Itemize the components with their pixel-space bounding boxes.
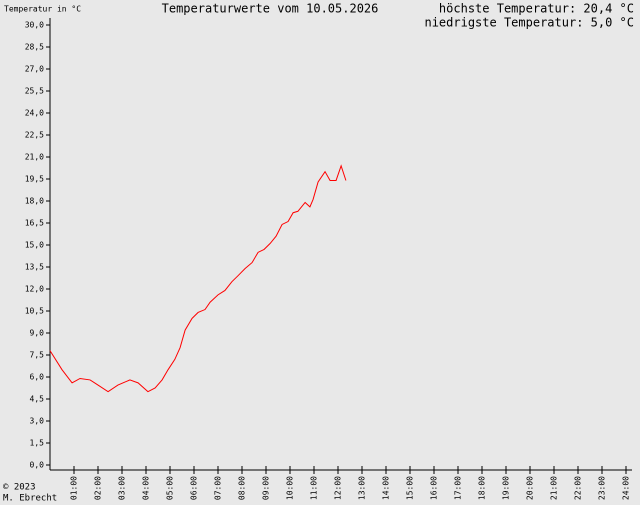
x-tick-label: 09:00 xyxy=(262,476,271,500)
min-annotation: niedrigste Temperatur: 5,0 °C xyxy=(424,16,634,30)
max-annotation: höchste Temperatur: 20,4 °C xyxy=(439,2,634,16)
x-tick-label: 20:00 xyxy=(526,476,535,500)
x-tick-label: 21:00 xyxy=(550,476,559,500)
y-tick-label: 27,0 xyxy=(25,65,44,74)
y-tick-label: 3,0 xyxy=(30,417,45,426)
y-tick-label: 22,5 xyxy=(25,131,44,140)
y-tick-label: 28,5 xyxy=(25,43,44,52)
y-tick-label: 4,5 xyxy=(30,395,45,404)
x-tick-label: 22:00 xyxy=(574,476,583,500)
y-tick-label: 13,5 xyxy=(25,263,44,272)
x-tick-label: 23:00 xyxy=(598,476,607,500)
temperature-line xyxy=(49,164,347,393)
y-tick-label: 1,5 xyxy=(30,439,45,448)
x-tick-label: 10:00 xyxy=(286,476,295,500)
x-tick-label: 01:00 xyxy=(70,476,79,500)
y-tick-label: 7,5 xyxy=(30,351,45,360)
x-tick-label: 12:00 xyxy=(334,476,343,500)
x-tick-label: 18:00 xyxy=(478,476,487,500)
x-tick-label: 05:00 xyxy=(166,476,175,500)
y-tick-label: 0,0 xyxy=(30,461,45,470)
x-tick-label: 17:00 xyxy=(454,476,463,500)
y-tick-label: 12,0 xyxy=(25,285,44,294)
y-tick-label: 16,5 xyxy=(25,219,44,228)
y-tick-label: 30,0 xyxy=(25,21,44,30)
x-tick-label: 02:00 xyxy=(94,476,103,500)
x-tick-label: 14:00 xyxy=(382,476,391,500)
y-tick-label: 6,0 xyxy=(30,373,45,382)
y-tick-label: 25,5 xyxy=(25,87,44,96)
x-tick-label: 16:00 xyxy=(430,476,439,500)
y-tick-label: 10,5 xyxy=(25,307,44,316)
x-tick-label: 04:00 xyxy=(142,476,151,500)
y-tick-label: 19,5 xyxy=(25,175,44,184)
y-tick-label: 15,0 xyxy=(25,241,44,250)
x-tick-label: 13:00 xyxy=(358,476,367,500)
x-tick-label: 15:00 xyxy=(406,476,415,500)
y-tick-label: 21,0 xyxy=(25,153,44,162)
author: M. Ebrecht xyxy=(3,494,57,504)
x-tick-label: 08:00 xyxy=(238,476,247,500)
copyright: © 2023 xyxy=(3,483,36,493)
y-tick-label: 24,0 xyxy=(25,109,44,118)
x-tick-label: 11:00 xyxy=(310,476,319,500)
x-tick-label: 19:00 xyxy=(502,476,511,500)
y-tick-label: 9,0 xyxy=(30,329,45,338)
x-tick-label: 06:00 xyxy=(190,476,199,500)
x-tick-label: 07:00 xyxy=(214,476,223,500)
x-tick-label: 24:00 xyxy=(622,476,631,500)
y-axis-label: Temperatur in °C xyxy=(4,5,81,14)
chart-title: Temperaturwerte vom 10.05.2026 xyxy=(162,2,379,16)
y-tick-label: 18,0 xyxy=(25,197,44,206)
x-tick-label: 03:00 xyxy=(118,476,127,500)
